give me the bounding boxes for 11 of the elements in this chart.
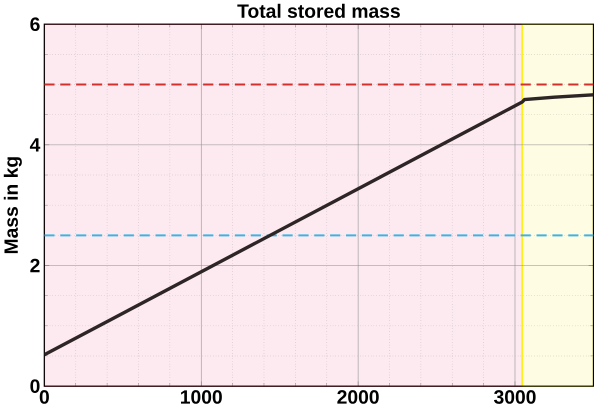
y-tick-label: 0 bbox=[30, 380, 40, 394]
y-tick-label: 6 bbox=[30, 18, 40, 32]
y-axis-title: Mass in kg bbox=[4, 157, 22, 254]
x-tick-label: 2000 bbox=[337, 390, 379, 404]
y-tick-label: 4 bbox=[30, 138, 40, 152]
x-tick-label: 3000 bbox=[494, 390, 536, 404]
line-series bbox=[44, 93, 594, 357]
x-tick-label: 1000 bbox=[181, 390, 222, 404]
y-tick-label: 2 bbox=[30, 258, 40, 272]
chart-title: Total stored mass bbox=[237, 4, 400, 18]
x-tick-label: 0 bbox=[40, 390, 49, 404]
